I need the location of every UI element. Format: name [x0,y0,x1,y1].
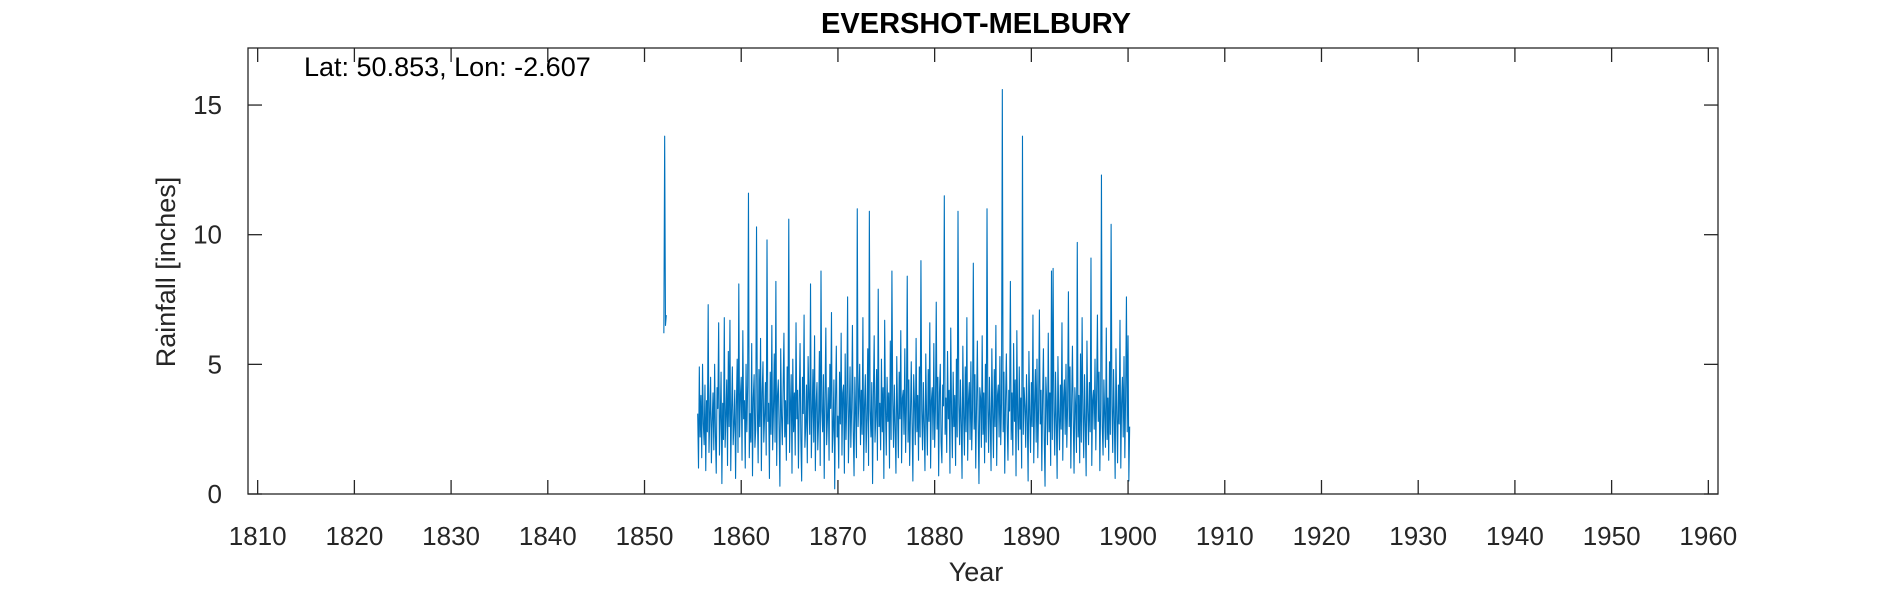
y-axis-label: Rainfall [inches] [151,177,181,368]
y-tick-label: 0 [208,479,222,509]
x-tick-label: 1810 [229,521,287,551]
x-tick-labels: 1810 1820 1830 1840 1850 1860 1870 1880 1890 1900… [229,521,1738,551]
x-tick-label: 1870 [809,521,867,551]
location-annotation: Lat: 50.853, Lon: -2.607 [304,52,591,82]
y-tick-labels: 0 5 10 15 [193,90,222,509]
x-tick-label: 1890 [1002,521,1060,551]
x-tick-label: 1920 [1293,521,1351,551]
x-tick-label: 1840 [519,521,577,551]
x-tick-label: 1850 [616,521,674,551]
x-tick-label: 1880 [906,521,964,551]
x-axis-label: Year [949,557,1004,587]
data-series [663,88,1131,490]
series-line-segment-1 [663,135,667,334]
x-tick-label: 1940 [1486,521,1544,551]
x-tick-label: 1960 [1679,521,1737,551]
plot-box [247,47,1719,495]
x-tick-label: 1950 [1583,521,1641,551]
x-tick-label: 1820 [325,521,383,551]
y-tick-label: 5 [208,349,222,379]
x-tick-label: 1860 [712,521,770,551]
x-tick-label: 1910 [1196,521,1254,551]
x-tick-label: 1900 [1099,521,1157,551]
y-tick-label: 10 [193,220,222,250]
x-tick-label: 1830 [422,521,480,551]
axis-ticks [248,48,1718,495]
y-tick-label: 15 [193,90,222,120]
series-line-segment-2 [697,88,1131,490]
plot-area-frame [247,47,1719,495]
x-tick-label: 1930 [1389,521,1447,551]
chart-title: EVERSHOT-MELBURY [821,8,1131,40]
